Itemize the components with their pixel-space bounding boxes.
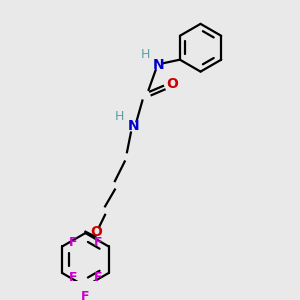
Text: O: O <box>166 77 178 91</box>
Text: F: F <box>69 236 77 249</box>
Text: H: H <box>115 110 124 123</box>
Text: O: O <box>91 225 103 239</box>
Text: F: F <box>81 290 90 300</box>
Text: F: F <box>94 271 102 284</box>
Text: F: F <box>94 236 102 249</box>
Text: F: F <box>69 271 77 284</box>
Text: H: H <box>141 48 151 61</box>
Text: N: N <box>127 119 139 134</box>
Text: N: N <box>153 58 164 72</box>
